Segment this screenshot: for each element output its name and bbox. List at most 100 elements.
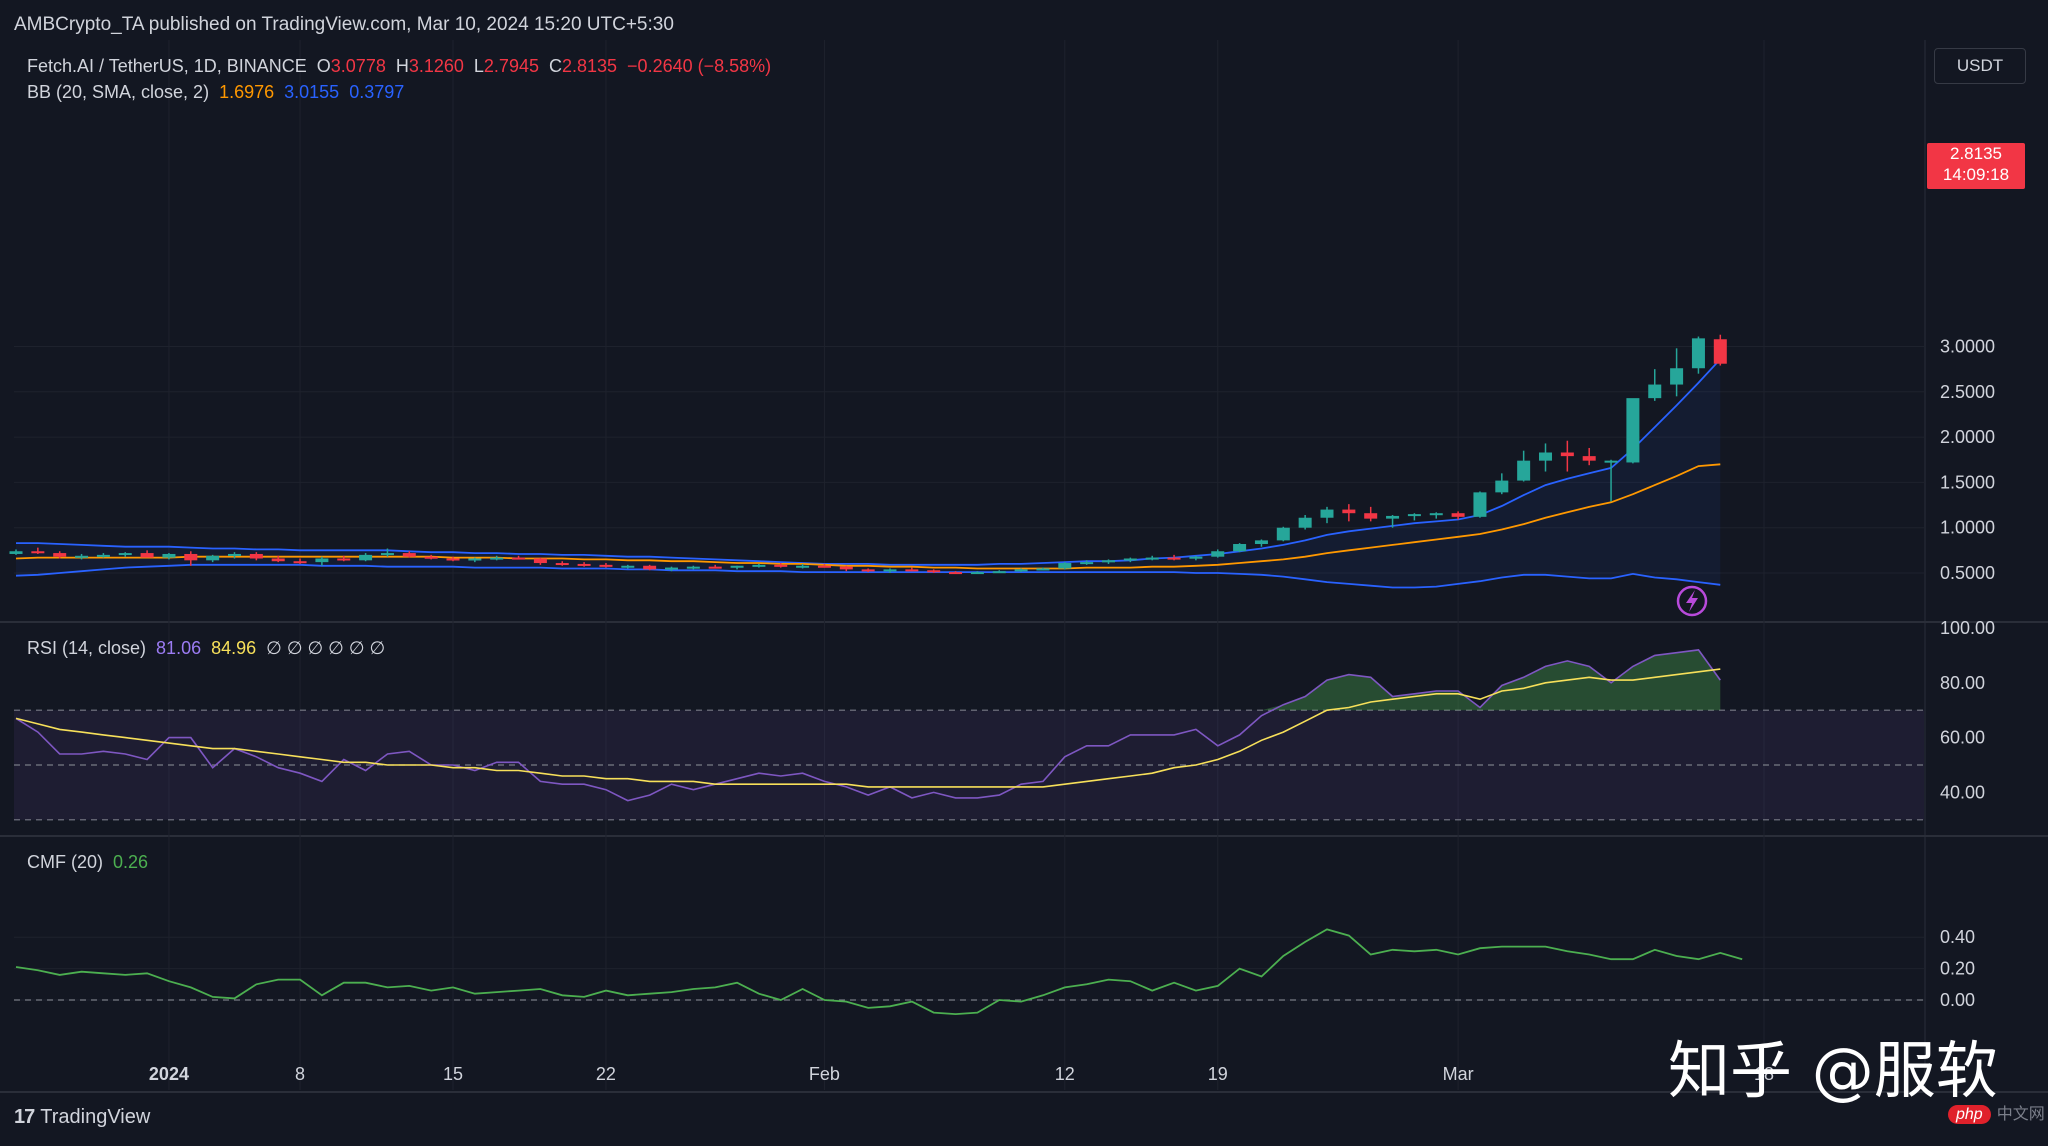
candle-body: [96, 554, 110, 557]
x-tick-label: 2024: [149, 1064, 189, 1084]
rsi-tick-label: 60.00: [1940, 728, 1985, 748]
cmf-tick-label: 0.00: [1940, 990, 1975, 1010]
candle-body: [75, 555, 89, 558]
candle-body: [293, 561, 307, 564]
candle-body: [1342, 509, 1356, 514]
last-price-tag: 2.8135 14:09:18: [1927, 143, 2025, 189]
candle-body: [53, 553, 67, 557]
rsi-line: [15, 649, 1721, 802]
cmf-value: 0.26: [113, 852, 149, 872]
candle-body: [1298, 517, 1312, 528]
candle-body: [380, 553, 394, 556]
candle-body: [1517, 460, 1531, 481]
candle-body: [1036, 568, 1050, 571]
price-tick-label: 1.5000: [1940, 472, 1995, 492]
candle-body: [1276, 527, 1290, 541]
candle-body: [927, 570, 941, 573]
tradingview-logo[interactable]: 17 TradingView: [14, 1106, 150, 1129]
candle-body: [1123, 558, 1137, 561]
candle-body: [206, 555, 220, 561]
open-label: O: [316, 56, 331, 76]
high-label: H: [395, 56, 409, 76]
currency-button[interactable]: USDT: [1934, 48, 2026, 84]
candle-body: [970, 572, 984, 575]
candle-body: [249, 553, 263, 559]
cmf-legend[interactable]: CMF (20) 0.26: [27, 852, 158, 873]
candle-body: [1102, 560, 1115, 563]
candle-body: [162, 553, 176, 558]
site-watermark: php 中文网: [1948, 1100, 2045, 1124]
price-tick-label: 0.5000: [1940, 563, 1995, 583]
candle-body: [1429, 513, 1443, 516]
candle-body: [512, 557, 526, 560]
candle-body: [643, 565, 657, 570]
cmf-tick-label: 0.20: [1940, 959, 1975, 979]
candle-body: [861, 569, 875, 572]
candle-body: [1407, 514, 1421, 517]
rsi-label: RSI (14, close): [27, 638, 147, 658]
x-tick-label: 19: [1208, 1064, 1228, 1084]
candle-body: [708, 566, 722, 569]
price-tick-label: 3.0000: [1940, 337, 1995, 357]
candle-body: [468, 558, 482, 561]
candle-body: [1320, 509, 1334, 518]
candle-body: [665, 567, 678, 570]
candle-body: [118, 553, 132, 556]
bb-lower-value: 0.3797: [349, 82, 405, 102]
low-label: L: [473, 56, 484, 76]
candle-body: [1254, 540, 1268, 545]
bb-lower-line: [15, 563, 1721, 589]
candle-body: [9, 551, 23, 554]
x-tick-label: 12: [1055, 1064, 1075, 1084]
candle-body: [271, 558, 285, 562]
bar-countdown: 14:09:18: [1942, 165, 2010, 184]
high-value: 3.1260: [408, 56, 464, 76]
php-badge: php: [1948, 1105, 1991, 1124]
candle-body: [1670, 368, 1684, 385]
rsi-value: 81.06: [156, 638, 202, 658]
low-value: 2.7945: [483, 56, 539, 76]
bb-upper-line: [16, 358, 1721, 566]
candle-body: [533, 558, 547, 564]
rsi-tick-label: 40.00: [1940, 782, 1985, 802]
candle-body: [1386, 515, 1400, 519]
candle-body: [905, 569, 919, 572]
candle-body: [1626, 398, 1640, 463]
close-label: C: [548, 56, 562, 76]
candle-body: [184, 553, 198, 561]
candle-body: [599, 564, 613, 567]
bb-legend[interactable]: BB (20, SMA, close, 2) 1.6976 3.0155 0.3797: [27, 82, 414, 103]
site-text: 中文网: [1996, 1106, 2045, 1123]
bb-basis-line: [15, 463, 1721, 570]
candle-body: [446, 558, 460, 561]
bb-basis-value: 1.6976: [219, 82, 275, 102]
bb-band-fill: [16, 359, 1721, 588]
candle-body: [817, 565, 831, 568]
candle-body: [1539, 452, 1552, 461]
candle-body: [1233, 544, 1247, 552]
candle-body: [1604, 460, 1618, 463]
cmf-line: [15, 928, 1743, 1016]
bb-upper-value: 3.0155: [284, 82, 340, 102]
candle-body: [774, 564, 788, 567]
symbol-name[interactable]: Fetch.AI / TetherUS, 1D, BINANCE: [27, 56, 307, 76]
rsi-band-fill: [14, 710, 1924, 820]
candle-body: [1145, 557, 1159, 560]
candle-body: [1691, 338, 1705, 369]
price-tick-label: 1.0000: [1940, 518, 1995, 538]
rsi-legend[interactable]: RSI (14, close) 81.06 84.96 ∅ ∅ ∅ ∅ ∅ ∅: [27, 638, 395, 659]
candle-body: [228, 553, 241, 556]
candle-body: [1364, 513, 1378, 519]
candle-body: [1014, 569, 1028, 572]
x-tick-label: 22: [596, 1064, 616, 1084]
cmf-tick-label: 0.40: [1940, 927, 1975, 947]
candle-body: [1167, 557, 1181, 560]
candle-body: [752, 564, 766, 567]
price-tick-label: 2.0000: [1940, 427, 1995, 447]
candle-body: [1189, 556, 1203, 559]
tradingview-brand: TradingView: [40, 1106, 151, 1128]
rsi-tick-label: 100.00: [1940, 618, 1995, 638]
open-value: 3.0778: [330, 56, 386, 76]
